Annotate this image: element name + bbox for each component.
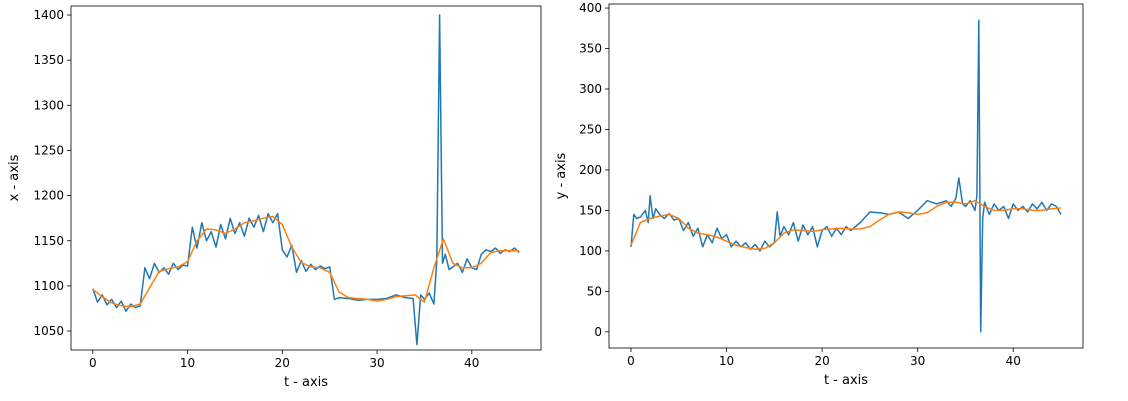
y-tick-label: 1200 bbox=[33, 189, 64, 203]
series-line-0 bbox=[92, 14, 520, 346]
y-tick-label: 1250 bbox=[33, 143, 64, 157]
x-tick-label: 30 bbox=[369, 356, 384, 370]
y-axis-label: x - axis bbox=[7, 154, 22, 201]
y-tick-label: 100 bbox=[579, 244, 602, 258]
y-tick-label: 1100 bbox=[33, 279, 64, 293]
y-tick-label: 400 bbox=[579, 1, 602, 15]
series-line-1 bbox=[630, 199, 1062, 251]
x-tick-label: 20 bbox=[275, 356, 290, 370]
y-tick-label: 150 bbox=[579, 203, 602, 217]
x-tick-label: 40 bbox=[464, 356, 479, 370]
y-axis-label: y - axis bbox=[554, 152, 569, 199]
x-tick-label: 0 bbox=[89, 356, 97, 370]
y-tick-label: 250 bbox=[579, 122, 602, 136]
series-line-1 bbox=[92, 215, 520, 308]
y-tick-label: 50 bbox=[587, 284, 602, 298]
x-over-t-chart: 0 10 20 30 40 1050 1100 1150 1200 1250 1300 1350 140… bbox=[7, 5, 542, 390]
y-tick-label: 1050 bbox=[33, 324, 64, 338]
x-tick-label: 0 bbox=[627, 354, 635, 368]
x-axis-label: t - axis bbox=[284, 375, 328, 390]
y-tick-label: 350 bbox=[579, 42, 602, 56]
x-tick-label: 10 bbox=[180, 356, 195, 370]
y-tick-label: 1350 bbox=[33, 53, 64, 67]
x-axis-label: t - axis bbox=[824, 373, 868, 388]
y-tick-label: 0 bbox=[594, 325, 602, 339]
y-tick-label: 1300 bbox=[33, 98, 64, 112]
x-tick-label: 40 bbox=[1006, 354, 1021, 368]
y-tick-label: 200 bbox=[579, 163, 602, 177]
series-line-0 bbox=[630, 19, 1062, 333]
x-tick-label: 10 bbox=[719, 354, 734, 368]
y-tick-label: 300 bbox=[579, 82, 602, 96]
plot-frame bbox=[70, 5, 542, 351]
y-tick-label: 1400 bbox=[33, 8, 64, 22]
x-tick-label: 30 bbox=[910, 354, 925, 368]
y-tick-label: 1150 bbox=[33, 234, 64, 248]
x-tick-label: 20 bbox=[814, 354, 829, 368]
plot-frame bbox=[608, 3, 1084, 349]
